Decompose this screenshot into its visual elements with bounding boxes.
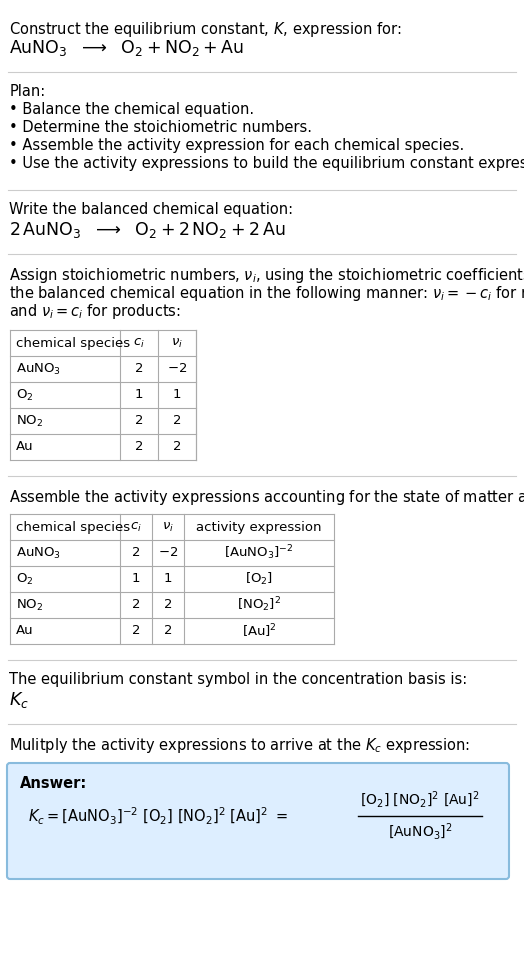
Text: • Assemble the activity expression for each chemical species.: • Assemble the activity expression for e… (9, 138, 465, 153)
Text: Plan:: Plan: (9, 84, 46, 99)
Text: 2: 2 (163, 599, 172, 611)
Text: 1: 1 (132, 572, 140, 585)
Text: Write the balanced chemical equation:: Write the balanced chemical equation: (9, 202, 293, 217)
Text: $[\mathrm{AuNO_3}]^2$: $[\mathrm{AuNO_3}]^2$ (388, 822, 452, 842)
Text: 2: 2 (132, 625, 140, 638)
Text: Assign stoichiometric numbers, $\nu_i$, using the stoichiometric coefficients, $: Assign stoichiometric numbers, $\nu_i$, … (9, 266, 524, 285)
Text: $\mathrm{AuNO_3}$: $\mathrm{AuNO_3}$ (16, 361, 61, 376)
Text: $\nu_i$: $\nu_i$ (171, 336, 183, 350)
Text: 1: 1 (135, 389, 143, 401)
FancyBboxPatch shape (7, 763, 509, 879)
Text: $\mathrm{NO_2}$: $\mathrm{NO_2}$ (16, 598, 43, 612)
Text: chemical species: chemical species (16, 520, 130, 534)
Text: $\mathrm{AuNO_3}$  $\longrightarrow$  $\mathrm{O_2 + NO_2 + Au}$: $\mathrm{AuNO_3}$ $\longrightarrow$ $\ma… (9, 38, 244, 58)
Text: 2: 2 (135, 363, 143, 375)
Text: 1: 1 (163, 572, 172, 585)
Text: the balanced chemical equation in the following manner: $\nu_i = -c_i$ for react: the balanced chemical equation in the fo… (9, 284, 524, 303)
Text: • Determine the stoichiometric numbers.: • Determine the stoichiometric numbers. (9, 120, 312, 135)
Text: $[\mathrm{AuNO_3}]^{-2}$: $[\mathrm{AuNO_3}]^{-2}$ (224, 543, 293, 562)
Text: Answer:: Answer: (20, 776, 88, 791)
Text: $K_c = [\mathrm{AuNO_3}]^{-2}\ [\mathrm{O_2}]\ [\mathrm{NO_2}]^2\ [\mathrm{Au}]^: $K_c = [\mathrm{AuNO_3}]^{-2}\ [\mathrm{… (28, 805, 288, 826)
Text: 2: 2 (132, 546, 140, 560)
Text: • Balance the chemical equation.: • Balance the chemical equation. (9, 102, 255, 117)
Text: 1: 1 (173, 389, 181, 401)
Text: and $\nu_i = c_i$ for products:: and $\nu_i = c_i$ for products: (9, 302, 181, 321)
Text: Assemble the activity expressions accounting for the state of matter and $\nu_i$: Assemble the activity expressions accoun… (9, 488, 524, 507)
Text: Mulitply the activity expressions to arrive at the $K_c$ expression:: Mulitply the activity expressions to arr… (9, 736, 471, 755)
Text: chemical species: chemical species (16, 336, 130, 350)
Text: 2: 2 (135, 414, 143, 428)
Text: Au: Au (16, 625, 34, 638)
Text: Au: Au (16, 440, 34, 454)
Text: • Use the activity expressions to build the equilibrium constant expression.: • Use the activity expressions to build … (9, 156, 524, 171)
Text: $c_i$: $c_i$ (133, 336, 145, 350)
Text: $-2$: $-2$ (158, 546, 178, 560)
Text: $K_c$: $K_c$ (9, 690, 29, 710)
Text: $-2$: $-2$ (167, 363, 187, 375)
Text: The equilibrium constant symbol in the concentration basis is:: The equilibrium constant symbol in the c… (9, 672, 468, 687)
Text: 2: 2 (135, 440, 143, 454)
Text: $\mathrm{NO_2}$: $\mathrm{NO_2}$ (16, 414, 43, 429)
Text: $\mathrm{AuNO_3}$: $\mathrm{AuNO_3}$ (16, 545, 61, 561)
Text: $[\mathrm{NO_2}]^2$: $[\mathrm{NO_2}]^2$ (237, 596, 281, 614)
Text: $\nu_i$: $\nu_i$ (162, 520, 174, 534)
Text: $c_i$: $c_i$ (130, 520, 142, 534)
Text: 2: 2 (163, 625, 172, 638)
Text: $[\mathrm{O_2}]\ [\mathrm{NO_2}]^2\ [\mathrm{Au}]^2$: $[\mathrm{O_2}]\ [\mathrm{NO_2}]^2\ [\ma… (360, 790, 480, 810)
Text: $\mathrm{O_2}$: $\mathrm{O_2}$ (16, 571, 34, 586)
Text: activity expression: activity expression (196, 520, 322, 534)
Text: $\mathrm{O_2}$: $\mathrm{O_2}$ (16, 388, 34, 403)
Text: $[\mathrm{O_2}]$: $[\mathrm{O_2}]$ (245, 571, 273, 587)
Text: 2: 2 (173, 414, 181, 428)
Text: Construct the equilibrium constant, $K$, expression for:: Construct the equilibrium constant, $K$,… (9, 20, 402, 39)
Text: $2\,\mathrm{AuNO_3}$  $\longrightarrow$  $\mathrm{O_2 + 2\,NO_2 + 2\,Au}$: $2\,\mathrm{AuNO_3}$ $\longrightarrow$ $… (9, 220, 286, 240)
Text: 2: 2 (173, 440, 181, 454)
Text: $[\mathrm{Au}]^2$: $[\mathrm{Au}]^2$ (242, 623, 277, 640)
Text: 2: 2 (132, 599, 140, 611)
